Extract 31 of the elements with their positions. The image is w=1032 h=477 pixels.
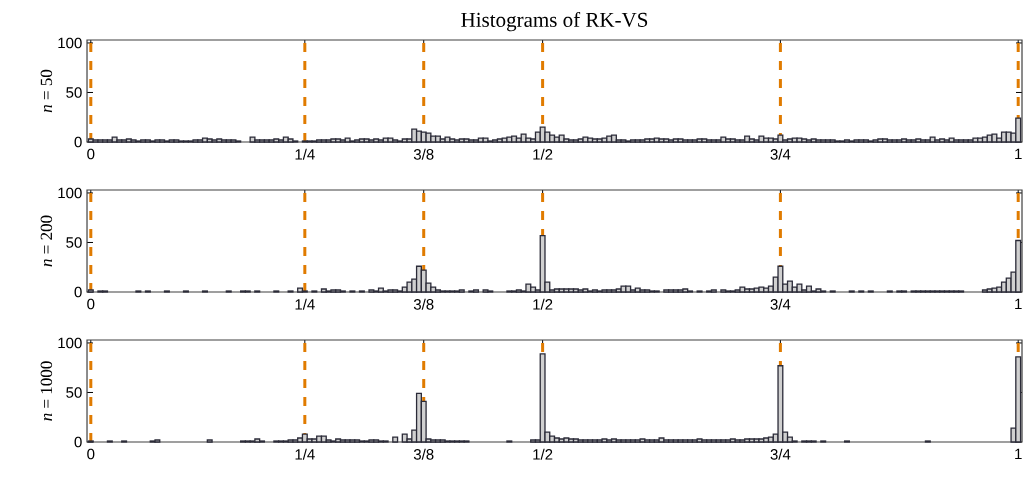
- y-tick-label: 100: [58, 187, 82, 199]
- x-tick-label: 1/2: [533, 448, 553, 460]
- x-tick-label: 1/4: [295, 298, 315, 310]
- x-tick-label: 0: [87, 448, 95, 460]
- x-tick-label: 1/2: [533, 148, 553, 160]
- y-tick-label: 50: [66, 237, 82, 248]
- x-tick-label: 1/4: [295, 148, 315, 160]
- x-tick-label: 1/2: [533, 298, 553, 310]
- y-tick-label: 100: [58, 37, 82, 49]
- y-axis-title: n = 1000: [40, 361, 53, 421]
- y-axis-title: n = 50: [40, 69, 53, 113]
- x-tick-label: 1: [1015, 448, 1022, 460]
- y-tick-label: 0: [74, 286, 82, 298]
- x-tick-label: 3/4: [770, 448, 791, 460]
- y-axis-title: n = 200: [40, 215, 53, 267]
- x-tick-label: 3/8: [413, 298, 434, 310]
- x-tick-label: 3/4: [770, 148, 791, 160]
- x-tick-label: 3/8: [413, 148, 434, 160]
- x-tick-label: 0: [87, 298, 95, 310]
- x-tick-label: 1/4: [295, 448, 315, 460]
- y-tick-label: 0: [74, 136, 82, 148]
- x-tick-label: 1: [1015, 148, 1022, 160]
- y-tick-label: 50: [66, 87, 82, 98]
- y-tick-label: 0: [74, 436, 82, 448]
- x-tick-label: 0: [87, 148, 95, 160]
- y-tick-label: 50: [66, 387, 82, 398]
- x-tick-label: 1: [1015, 298, 1022, 310]
- x-tick-label: 3/4: [770, 298, 791, 310]
- y-tick-label: 100: [58, 337, 82, 349]
- x-tick-label: 3/8: [413, 448, 434, 460]
- chart-title: Histograms of RK-VS: [461, 11, 648, 32]
